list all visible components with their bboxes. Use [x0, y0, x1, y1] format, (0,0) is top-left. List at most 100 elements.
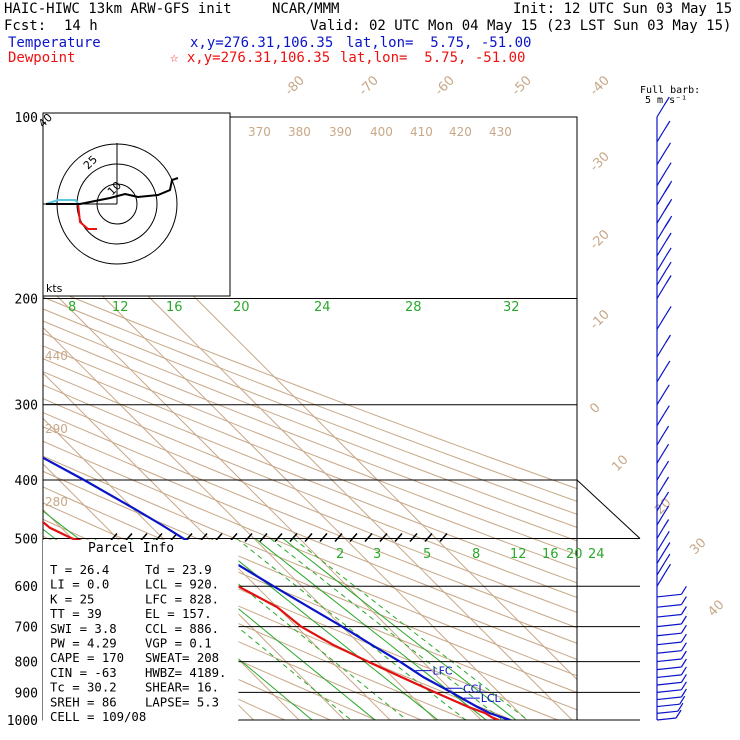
- mixing-ratio-line: [0, 299, 40, 549]
- wind-barb-flag: [664, 563, 672, 573]
- theta-label: 290: [45, 422, 68, 436]
- wind-barb-staff: [656, 696, 682, 701]
- wind-barb-flag: [665, 247, 672, 257]
- level-label: LCL: [481, 692, 502, 705]
- mixing-ratio-label: 16: [542, 547, 559, 562]
- wind-barb-flag: [675, 709, 682, 719]
- pressure-label: 800: [15, 656, 38, 671]
- parcel-info-right: LAPSE= 5.3: [145, 695, 219, 709]
- isotherm-label: -40: [587, 73, 613, 99]
- wind-barb-flag: [664, 218, 671, 228]
- wind-barb-staff: [656, 314, 667, 330]
- parcel-info-right: LFC = 828.: [145, 592, 219, 606]
- wind-barb-flag: [680, 674, 687, 683]
- mixing-ratio-label: 20: [566, 547, 583, 562]
- parcel-info-right: EL = 157.: [145, 607, 212, 621]
- wind-barb-flag: [680, 633, 687, 643]
- wind-barb-flag: [680, 688, 687, 698]
- wind-barb-flag: [664, 553, 671, 563]
- parcel-info-left: SREH = 86: [50, 695, 117, 709]
- forecast-hour: 14 h: [64, 18, 98, 34]
- parcel-info-left: T = 26.4: [50, 563, 109, 577]
- wind-barb-staff: [656, 550, 666, 564]
- parcel-info-bg: [43, 540, 238, 722]
- parcel-info-left: LI = 0.0: [50, 578, 109, 592]
- temperature-legend: Temperature: [8, 35, 101, 51]
- hatch-tick: [379, 532, 388, 542]
- theta-label: 390: [329, 125, 352, 139]
- wind-barb-flag: [663, 384, 670, 394]
- parcel-info-left: Tc = 30.2: [50, 681, 117, 695]
- mixing-ratio-label: 16: [166, 300, 183, 315]
- dry-adiabat-line: [43, 358, 577, 570]
- wind-barb-staff: [656, 538, 665, 552]
- wind-barb-flag: [677, 702, 684, 712]
- barb-legend-units: 5 m s⁻¹: [645, 95, 688, 106]
- wind-barb-flag: [664, 334, 672, 344]
- isotherm-label: 40: [705, 598, 727, 620]
- wind-barb-staff: [656, 561, 666, 576]
- wind-barb-flag: [664, 201, 671, 211]
- wind-barb-flag: [680, 681, 687, 691]
- isotherm-label: -10: [587, 307, 613, 333]
- mixing-ratio-line: [270, 538, 503, 720]
- wind-barb-staff: [656, 104, 665, 118]
- mixing-ratio-label: 32: [503, 300, 520, 315]
- parcel-info-right: LCL = 920.: [145, 578, 219, 592]
- mixing-ratio-label: 24: [588, 547, 605, 562]
- wind-barbs-column: [656, 96, 687, 721]
- hatch-tick: [364, 532, 373, 542]
- parcel-info-left: CELL = 109/08: [50, 710, 146, 724]
- wind-barb-flag: [680, 642, 687, 652]
- hatch-tick: [244, 532, 253, 542]
- dry-adiabat-line: [43, 284, 577, 490]
- parcel-info-right: VGP = 0.1: [145, 637, 212, 651]
- mixing-ratio-label: 8: [472, 547, 480, 562]
- theta-label: 280: [45, 495, 68, 509]
- wind-barb-flag: [680, 650, 687, 660]
- dry-adiabat-line: [43, 296, 577, 502]
- wind-barb-staff: [656, 368, 666, 383]
- temperature-latlon: lat,lon= 5.75, -51.00: [346, 35, 532, 51]
- parcel-info-right: CCL = 886.: [145, 622, 219, 636]
- barb-box-edge: [576, 479, 641, 539]
- wind-barb-staff: [656, 623, 682, 628]
- mixing-ratio-line: [255, 538, 487, 720]
- wind-barb-staff: [656, 666, 682, 671]
- dewpoint-trace: [43, 520, 500, 720]
- wind-barb-flag: [665, 162, 672, 172]
- theta-label: 410: [410, 125, 433, 139]
- pressure-label: 400: [15, 474, 38, 489]
- mixing-ratio-label: 24: [314, 300, 331, 315]
- isotherm-line: [43, 144, 577, 681]
- dry-adiabat-line: [43, 440, 577, 660]
- init-time: Init: 12 UTC Sun 03 May 15: [513, 1, 733, 17]
- wind-barb-staff: [656, 604, 682, 608]
- isotherm-line: [43, 190, 573, 720]
- mixing-ratio-line: [293, 538, 529, 720]
- theta-label: 430: [489, 125, 512, 139]
- wind-barb-staff: [656, 710, 678, 714]
- wind-barb-staff: [656, 392, 665, 406]
- parcel-info-left: PW = 4.29: [50, 637, 117, 651]
- hodograph-trace-mid: [77, 202, 97, 230]
- dewpoint-latlon: lat,lon= 5.75, -51.00: [340, 50, 526, 66]
- hodograph-units: kts: [46, 282, 63, 295]
- hatch-tick: [259, 532, 268, 542]
- wind-barb-staff: [656, 283, 667, 299]
- wind-barb-staff: [656, 451, 665, 464]
- wind-barb-staff: [656, 513, 665, 526]
- wind-barb-staff: [656, 484, 665, 497]
- isotherm-line: [43, 281, 482, 720]
- mixing-ratio-label: 12: [510, 547, 527, 562]
- parcel-info-right: HWBZ= 4189.: [145, 666, 226, 680]
- parcel-info-right: SHEAR= 16.: [145, 681, 219, 695]
- parcel-info-left: SWI = 3.8: [50, 622, 117, 636]
- wind-barb-staff: [656, 674, 682, 679]
- wind-barb-flag: [680, 624, 687, 634]
- hatch-tick: [409, 532, 418, 542]
- theta-label: 420: [449, 125, 472, 139]
- wind-barb-flag: [665, 275, 672, 284]
